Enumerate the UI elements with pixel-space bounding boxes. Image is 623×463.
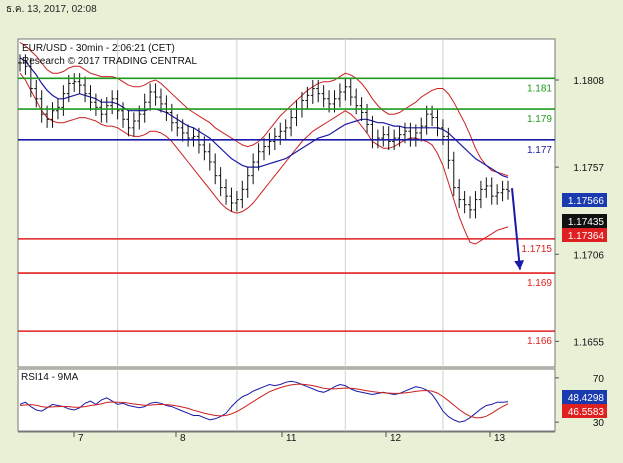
- rsi-ma-line: [19, 383, 509, 419]
- arrow-shaft: [511, 188, 521, 270]
- badge-bg: [562, 228, 607, 242]
- band-lower: [19, 72, 509, 245]
- bollinger-bands: [19, 41, 509, 245]
- x-tick-label: 13: [494, 433, 506, 444]
- rsi-y-tick-labels: 70 30: [555, 374, 604, 429]
- y-tick-label: 1.1655: [573, 337, 604, 348]
- badge-bg: [562, 193, 607, 207]
- price-badge: 1.17364: [562, 228, 607, 242]
- rsi-title: RSI14 - 9MA: [21, 372, 79, 383]
- price-badge: 46.5583: [562, 404, 607, 418]
- price-series: [18, 54, 510, 219]
- y-tick-label: 1.1808: [573, 76, 604, 87]
- arrow-head: [514, 260, 525, 270]
- price-badge: 48.4298: [562, 390, 607, 404]
- price-levels: 1.181 1.179 1.177 1.1715 1.169 1.166: [18, 77, 555, 347]
- band-upper: [19, 41, 509, 177]
- badge-bg: [562, 404, 607, 418]
- rsi-plot-area: [17, 368, 556, 432]
- price-y-tick-labels: 1.1808 1.1757 1.1706 1.1655: [555, 76, 604, 348]
- y-tick-label: 1.1757: [573, 163, 604, 174]
- level-label: 1.181: [527, 83, 552, 94]
- x-tick-label: 11: [286, 433, 297, 444]
- badge-bg: [562, 390, 607, 404]
- rsi-grid: [117, 369, 444, 431]
- x-tick-label: 12: [390, 433, 402, 444]
- price-badge: 1.17566: [562, 193, 607, 207]
- level-label: 1.177: [527, 145, 552, 156]
- x-axis: 7 8 11 12 13: [18, 431, 555, 444]
- chart-title: EUR/USD - 30min - 2:06:21 (CET): [22, 43, 175, 54]
- rsi-badges: 48.4298 46.5583: [562, 390, 607, 418]
- chart-subtitle: Research © 2017 TRADING CENTRAL: [22, 56, 197, 67]
- price-badges: 1.17566 1.17435 1.17364: [562, 193, 607, 242]
- y-tick-label: 1.1706: [573, 250, 604, 261]
- badge-label: 48.4298: [568, 393, 605, 404]
- level-label: 1.166: [527, 336, 552, 347]
- forecast-arrow: [511, 188, 525, 270]
- badge-label: 1.17566: [568, 196, 605, 207]
- price-badge: 1.17435: [562, 214, 607, 228]
- y-tick-label: 70: [593, 374, 605, 385]
- price-plot-area: [17, 38, 556, 368]
- rsi-series: [19, 380, 509, 423]
- level-label: 1.179: [527, 114, 552, 125]
- badge-bg: [562, 214, 607, 228]
- level-label: 1.169: [527, 278, 552, 289]
- y-tick-label: 30: [593, 418, 605, 429]
- header-date: ธ.ค. 13, 2017, 02:08: [6, 4, 97, 15]
- badge-label: 1.17364: [568, 231, 605, 242]
- badge-label: 1.17435: [568, 217, 605, 228]
- level-label: 1.1715: [521, 244, 552, 255]
- badge-label: 46.5583: [568, 407, 605, 418]
- x-tick-label: 8: [180, 433, 186, 444]
- x-tick-label: 7: [78, 433, 84, 444]
